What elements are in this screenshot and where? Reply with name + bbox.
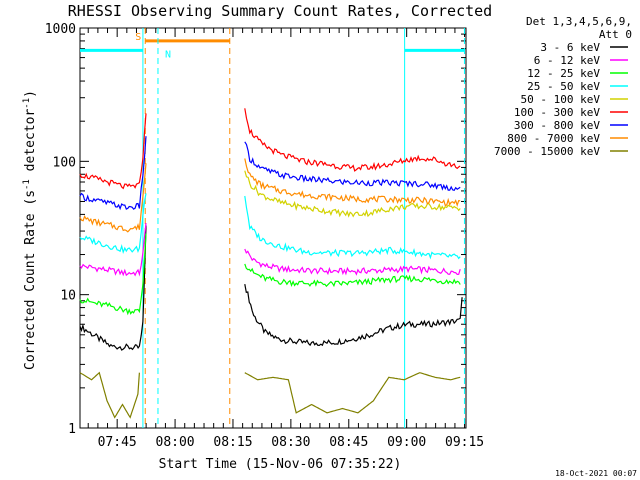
legend-entry-label: 25 - 50 keV	[527, 80, 600, 93]
legend-entry-label: 7000 - 15000 keV	[494, 145, 600, 158]
series-line	[244, 283, 463, 347]
series-line	[244, 372, 461, 414]
legend-entry-label: 100 - 300 keV	[514, 106, 600, 119]
series-line	[79, 193, 147, 255]
x-axis-label: Start Time (15-Nov-06 07:35:22)	[159, 457, 402, 472]
legend-header-detectors: Det 1,3,4,5,6,9,	[526, 15, 632, 28]
legend-entry-label: 300 - 800 keV	[514, 119, 600, 132]
y-tick-label: 100	[53, 155, 76, 170]
y-tick-label: 1	[68, 422, 76, 437]
series-line	[244, 170, 461, 218]
series-line	[79, 163, 147, 233]
series-line	[244, 263, 461, 288]
series-line	[244, 158, 461, 207]
series-line	[79, 371, 140, 419]
x-tick-label: 08:45	[329, 435, 368, 450]
legend-entry-label: 800 - 7000 keV	[507, 132, 600, 145]
footer-date: 18-Oct-2021 00:07	[555, 469, 637, 478]
x-tick-label: 07:45	[98, 435, 137, 450]
legend-entry-label: 6 - 12 keV	[534, 54, 601, 67]
night-label: N	[165, 49, 171, 60]
y-tick-label: 10	[60, 289, 76, 304]
series-line	[79, 222, 147, 277]
y-axis-label-mid: detector	[23, 109, 38, 180]
series-line	[244, 248, 461, 276]
plot-frame	[79, 27, 467, 429]
series-line	[79, 113, 147, 190]
series-line	[79, 136, 147, 211]
y-axis-label-end: )	[23, 90, 38, 98]
y-axis-label: Corrected Count Rate (s-1 detector-1)	[22, 90, 38, 370]
legend-entry-label: 3 - 6 keV	[540, 41, 600, 54]
x-tick-label: 08:00	[156, 435, 195, 450]
x-tick-label: 08:30	[271, 435, 310, 450]
y-axis-label-sup2: -1	[22, 98, 32, 109]
saa-label: S	[135, 32, 141, 43]
x-tick-label: 08:15	[213, 435, 252, 450]
chart-title: RHESSI Observing Summary Count Rates, Co…	[68, 2, 492, 20]
series-line	[244, 108, 461, 172]
series-line	[79, 225, 147, 351]
series-line	[79, 233, 147, 316]
series-line	[244, 141, 461, 191]
y-axis-label-sup1: -1	[22, 179, 32, 190]
legend-entry-label: 12 - 25 keV	[527, 67, 600, 80]
legend-entry-label: 50 - 100 keV	[521, 93, 601, 106]
plot-area: SN	[79, 27, 467, 429]
y-tick-label: 1000	[45, 22, 76, 37]
series-line	[244, 195, 461, 260]
legend-header-attenuator: Att 0	[599, 28, 632, 41]
x-tick-label: 09:15	[445, 435, 484, 450]
y-axis-label-main: Corrected Count Rate (s	[23, 190, 38, 370]
x-tick-label: 09:00	[387, 435, 426, 450]
